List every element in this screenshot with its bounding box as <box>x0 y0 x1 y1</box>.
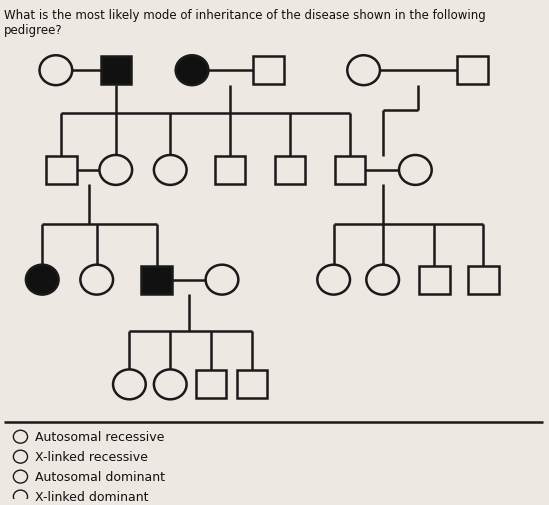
Text: X-linked dominant: X-linked dominant <box>35 490 149 503</box>
Circle shape <box>154 370 187 399</box>
Circle shape <box>154 156 187 185</box>
Bar <box>253 57 283 85</box>
Bar <box>46 157 76 184</box>
Circle shape <box>80 265 113 295</box>
Bar <box>196 371 226 398</box>
Circle shape <box>206 265 238 295</box>
Circle shape <box>40 56 72 86</box>
Text: Autosomal dominant: Autosomal dominant <box>35 470 165 483</box>
Bar <box>237 371 267 398</box>
Bar <box>419 266 450 294</box>
Circle shape <box>13 450 27 463</box>
Text: X-linked recessive: X-linked recessive <box>35 450 148 463</box>
Circle shape <box>366 265 399 295</box>
Text: What is the most likely mode of inheritance of the disease shown in the followin: What is the most likely mode of inherita… <box>4 9 486 37</box>
Circle shape <box>176 56 209 86</box>
Bar <box>275 157 305 184</box>
Bar <box>468 266 498 294</box>
Circle shape <box>113 370 145 399</box>
Circle shape <box>13 490 27 503</box>
Bar <box>335 157 365 184</box>
Circle shape <box>13 470 27 483</box>
Circle shape <box>399 156 432 185</box>
Text: Autosomal recessive: Autosomal recessive <box>35 430 165 443</box>
Bar <box>215 157 245 184</box>
Bar <box>457 57 488 85</box>
Circle shape <box>99 156 132 185</box>
Bar <box>100 57 131 85</box>
Circle shape <box>13 430 27 443</box>
Circle shape <box>26 265 59 295</box>
Circle shape <box>317 265 350 295</box>
Bar <box>142 266 172 294</box>
Circle shape <box>348 56 380 86</box>
